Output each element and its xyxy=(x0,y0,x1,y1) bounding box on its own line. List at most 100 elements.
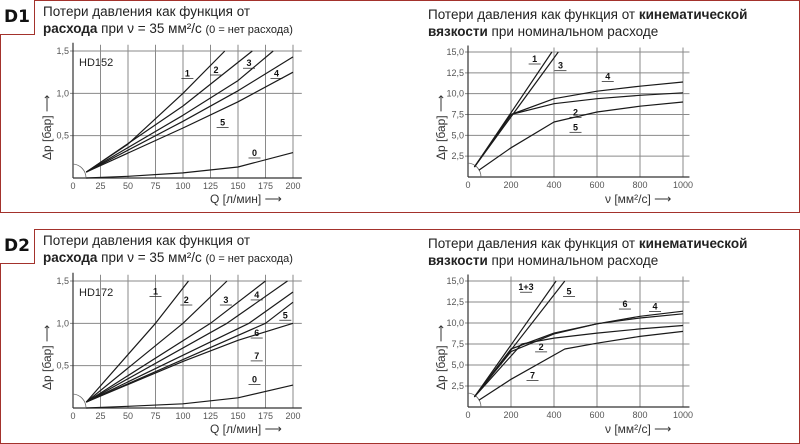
x-tick-label: 25 xyxy=(95,181,105,191)
title-line: расхода при ν = 35 мм²/с (0 = нет расход… xyxy=(43,20,293,39)
title-bold: кинематической xyxy=(638,236,748,251)
series-label: 2 xyxy=(573,107,578,117)
x-tick-label: 175 xyxy=(258,411,273,421)
x-tick-label: 400 xyxy=(546,180,561,190)
title-bold: вязкости xyxy=(428,24,488,39)
x-tick-label: 600 xyxy=(589,180,604,190)
x-tick-label: 1000 xyxy=(673,180,693,190)
series-line-3 xyxy=(85,50,274,173)
y-tick-label: 1,0 xyxy=(56,88,69,98)
series-line-0 xyxy=(86,384,294,409)
y-tick-label: 1,5 xyxy=(56,276,69,286)
series-label: 5 xyxy=(283,310,288,320)
y-tick-label: 7,5 xyxy=(451,339,464,349)
series-label: 3 xyxy=(223,295,228,305)
viscosity-chart-title: Потери давления как функция от кинематич… xyxy=(428,235,747,269)
x-tick-label: 400 xyxy=(546,410,561,420)
x-tick-label: 0 xyxy=(465,180,470,190)
x-tick-label: 125 xyxy=(203,411,218,421)
series-label: 1 xyxy=(153,287,158,297)
x-tick-label: 0 xyxy=(70,411,75,421)
series-line-2 xyxy=(85,280,228,403)
y-tick-label: 0,5 xyxy=(56,361,69,371)
origin-arc xyxy=(467,162,482,178)
x-tick-label: 75 xyxy=(150,181,160,191)
series-label: 7 xyxy=(254,351,259,361)
x-tick-label: 200 xyxy=(285,181,300,191)
title-line: вязкости при номинальном расходе xyxy=(428,23,747,40)
series-line-6 xyxy=(85,301,294,403)
title-line: Потери давления как функция от xyxy=(43,233,251,248)
series-line-5 xyxy=(478,101,684,171)
x-tick-label: 800 xyxy=(632,180,647,190)
origin-arc xyxy=(72,393,87,409)
series-line-4 xyxy=(473,310,684,398)
title-note: (0 = нет расхода) xyxy=(205,24,293,36)
title-bold: расхода xyxy=(43,250,98,265)
flow-chart-title: Потери давления как функция от расхода п… xyxy=(43,232,293,268)
x-tick-label: 175 xyxy=(258,181,273,191)
x-tick-label: 800 xyxy=(632,410,647,420)
viscosity-chart-title: Потери давления как функция от кинематич… xyxy=(428,6,747,40)
series-line-1 xyxy=(85,280,189,403)
y-tick-label: 2,5 xyxy=(451,151,464,161)
series-label: 1 xyxy=(532,54,537,64)
series-line-3 xyxy=(85,280,266,403)
series-label: 5 xyxy=(567,286,572,296)
y-tick-label: 12,5 xyxy=(446,297,464,307)
title-bold: расхода xyxy=(43,21,98,36)
x-tick-label: 25 xyxy=(95,411,105,421)
series-label: 7 xyxy=(530,370,535,380)
title-line: вязкости при номинальном расходе xyxy=(428,252,747,269)
title-note: (0 = нет расхода) xyxy=(205,253,293,265)
series-label: 4 xyxy=(254,290,259,300)
series-label: 4 xyxy=(274,68,279,78)
title-line: Потери давления как функция от кинематич… xyxy=(428,235,747,252)
series-label: 0 xyxy=(252,375,257,385)
origin-arc xyxy=(72,163,87,179)
y-tick-label: 10,0 xyxy=(446,89,464,99)
title-text: Потери давления как функция от xyxy=(428,236,639,251)
series-label: 1 xyxy=(185,68,190,78)
x-tick-label: 0 xyxy=(465,410,470,420)
y-tick-label: 1,0 xyxy=(56,318,69,328)
title-line: расхода при ν = 35 мм²/с (0 = нет расход… xyxy=(43,249,293,268)
y-tick-label: 0,5 xyxy=(56,131,69,141)
series-label: 2 xyxy=(213,65,218,75)
x-tick-label: 600 xyxy=(589,410,604,420)
series-label: 4 xyxy=(605,72,610,82)
panel-d1: D1 xyxy=(0,0,800,213)
title-text: при номинальном расходе xyxy=(487,253,659,268)
x-tick-label: 1000 xyxy=(673,410,693,420)
series-line-4 xyxy=(85,56,294,173)
series-label: 2 xyxy=(539,342,544,352)
title-text: при ν = 35 мм²/с xyxy=(97,250,206,265)
title-text: при номинальном расходе xyxy=(487,24,659,39)
model-label: HD172 xyxy=(79,287,114,299)
x-axis-label: Q [л/мин] ⟶ xyxy=(210,192,282,206)
series-line-5 xyxy=(85,71,294,173)
y-tick-label: 10,0 xyxy=(446,318,464,328)
panel-badge: D1 xyxy=(0,0,35,35)
x-tick-label: 100 xyxy=(175,411,190,421)
series-label: 3 xyxy=(558,61,563,71)
series-label: 0 xyxy=(252,148,257,158)
y-tick-label: 15,0 xyxy=(446,276,464,286)
series-line-0 xyxy=(86,152,294,179)
y-tick-label: 5,0 xyxy=(451,130,464,140)
x-axis-label: ν [мм²/с] ⟶ xyxy=(605,192,672,206)
x-tick-label: 75 xyxy=(150,411,160,421)
x-tick-label: 150 xyxy=(230,411,245,421)
series-line-2 xyxy=(473,324,684,398)
model-label: HD152 xyxy=(79,57,114,69)
title-text: Потери давления как функция от xyxy=(428,7,639,22)
title-line: Потери давления как функция от кинематич… xyxy=(428,6,747,23)
series-label: 5 xyxy=(573,122,578,132)
flow-chart-title: Потери давления как функция от расхода п… xyxy=(43,3,293,39)
title-bold: вязкости xyxy=(428,253,488,268)
series-label: 5 xyxy=(220,118,225,128)
series-label: 2 xyxy=(184,295,189,305)
